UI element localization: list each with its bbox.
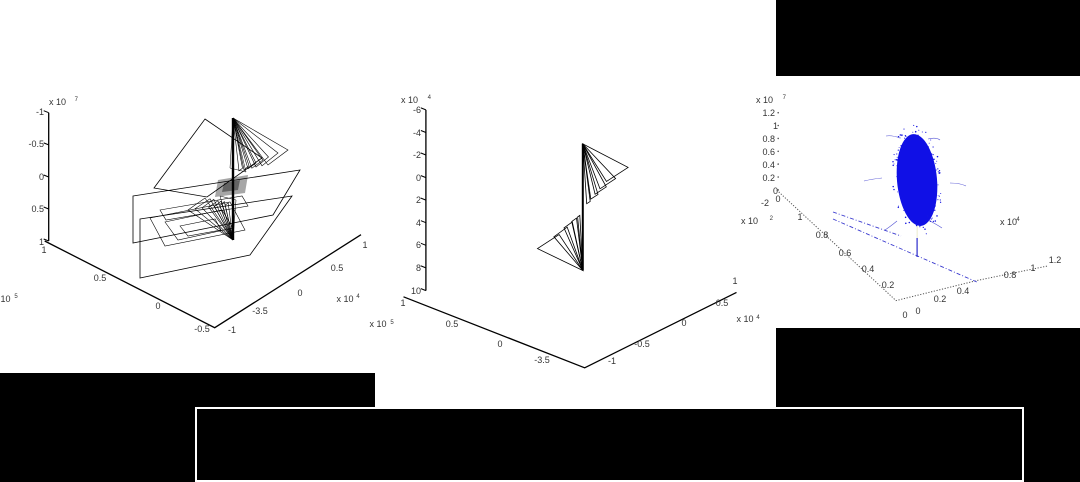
svg-text:x 10: x 10 — [741, 216, 758, 226]
svg-text:0.4: 0.4 — [762, 160, 775, 170]
svg-text:0.6: 0.6 — [762, 147, 775, 157]
svg-text:4: 4 — [1016, 217, 1020, 223]
svg-text:1: 1 — [1030, 263, 1035, 273]
svg-text:-2: -2 — [761, 198, 769, 208]
svg-text:0.4: 0.4 — [862, 264, 875, 274]
svg-text:0.8: 0.8 — [1004, 270, 1017, 280]
svg-text:1: 1 — [773, 121, 778, 131]
svg-text:0.6: 0.6 — [839, 248, 852, 258]
svg-text:0.8: 0.8 — [816, 230, 829, 240]
svg-text:2: 2 — [770, 216, 774, 222]
svg-text:0.2: 0.2 — [934, 294, 947, 304]
svg-text:x 10: x 10 — [1000, 217, 1017, 227]
svg-text:0: 0 — [775, 194, 780, 204]
svg-text:0.8: 0.8 — [762, 134, 775, 144]
svg-text:1: 1 — [797, 212, 802, 222]
svg-text:0: 0 — [915, 306, 920, 316]
svg-text:1.2: 1.2 — [1049, 255, 1062, 265]
svg-text:0: 0 — [902, 310, 907, 320]
svg-text:0.4: 0.4 — [957, 286, 970, 296]
svg-text:1.2: 1.2 — [762, 108, 775, 118]
svg-text:7: 7 — [783, 95, 787, 101]
svg-text:0.2: 0.2 — [762, 173, 775, 183]
svg-text:x 10: x 10 — [756, 95, 773, 105]
svg-text:0.2: 0.2 — [882, 280, 895, 290]
